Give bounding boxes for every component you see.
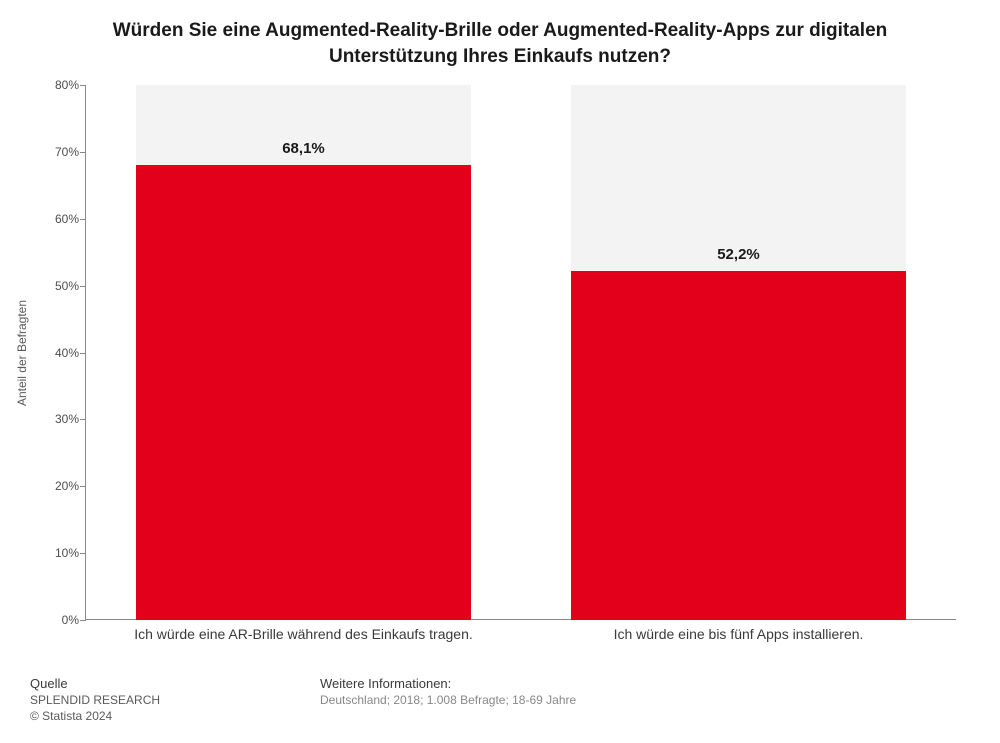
y-tick-label: 10% xyxy=(55,546,79,560)
y-tick-label: 70% xyxy=(55,145,79,159)
y-tick-label: 30% xyxy=(55,412,79,426)
y-tick-label: 20% xyxy=(55,479,79,493)
y-tick xyxy=(80,620,86,621)
chart-footer: Quelle SPLENDID RESEARCH © Statista 2024… xyxy=(30,676,970,723)
y-tick-label: 80% xyxy=(55,78,79,92)
bar xyxy=(136,165,471,620)
plot-region: Anteil der Befragten 0%10%20%30%40%50%60… xyxy=(85,85,955,620)
info-heading: Weitere Informationen: xyxy=(320,676,576,691)
info-text: Deutschland; 2018; 1.008 Befragte; 18-69… xyxy=(320,693,576,707)
x-category-label: Ich würde eine bis fünf Apps installiere… xyxy=(521,626,956,642)
bar-value-label: 52,2% xyxy=(521,246,956,263)
chart-title: Würden Sie eine Augmented-Reality-Brille… xyxy=(0,0,1000,77)
bar-group: 68,1%Ich würde eine AR-Brille während de… xyxy=(86,85,521,620)
y-tick-label: 40% xyxy=(55,346,79,360)
y-tick-label: 50% xyxy=(55,279,79,293)
y-axis-title: Anteil der Befragten xyxy=(15,299,29,405)
bar xyxy=(571,271,906,620)
bar-group: 52,2%Ich würde eine bis fünf Apps instal… xyxy=(521,85,956,620)
chart-area: Anteil der Befragten 0%10%20%30%40%50%60… xyxy=(85,85,955,645)
copyright-text: © Statista 2024 xyxy=(30,709,970,723)
x-category-label: Ich würde eine AR-Brille während des Ein… xyxy=(86,626,521,642)
bar-value-label: 68,1% xyxy=(86,140,521,157)
info-block: Weitere Informationen: Deutschland; 2018… xyxy=(320,676,576,707)
y-tick-label: 60% xyxy=(55,212,79,226)
y-tick-label: 0% xyxy=(62,613,79,627)
